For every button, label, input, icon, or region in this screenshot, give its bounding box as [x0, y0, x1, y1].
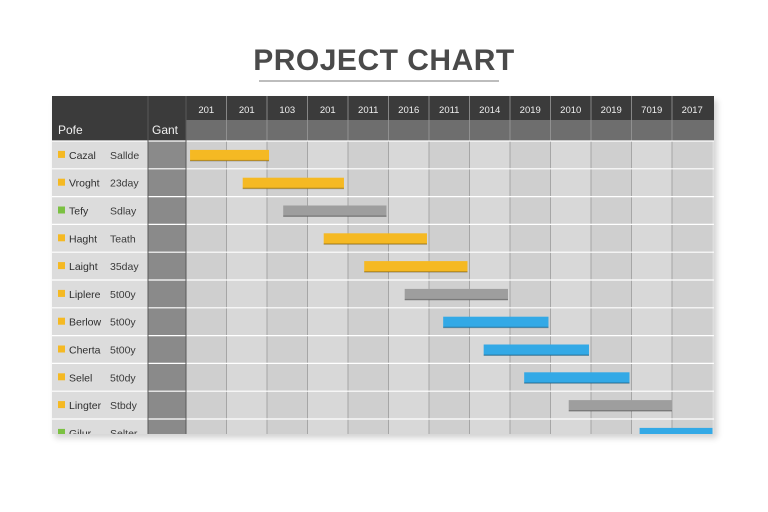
task-status: 5t00y — [110, 289, 136, 301]
grid-column — [631, 141, 672, 434]
task-status: 5t0dy — [110, 372, 136, 384]
task-bar — [639, 427, 713, 434]
task-bar — [568, 400, 672, 412]
period-label: 7019 — [641, 105, 662, 116]
grid-column — [550, 141, 591, 434]
task-status: 35day — [110, 261, 139, 273]
task-bar-shadow — [404, 298, 508, 301]
subheader-strip — [186, 120, 714, 141]
name-column — [52, 141, 148, 434]
task-marker — [58, 262, 65, 270]
gantt-chart: Pofe Gant 201 201 103 201 2011 2016 2011 2014 2019… — [52, 96, 714, 434]
grid-column — [226, 141, 267, 434]
task-status: 5t00y — [110, 345, 136, 357]
period-label: 2011 — [439, 105, 459, 116]
task-marker — [58, 289, 65, 297]
task-bar-shadow — [483, 354, 589, 356]
task-name: Cazal — [69, 150, 96, 162]
chart-title: PROJECT CHART — [253, 44, 515, 77]
grid-column — [510, 141, 551, 434]
task-marker — [58, 317, 65, 325]
grid-column — [672, 141, 713, 434]
task-status: Stbdy — [110, 400, 138, 412]
grid-column — [469, 141, 510, 434]
task-bar-shadow — [443, 326, 549, 329]
task-status: Sdlay — [110, 206, 137, 218]
gantt-svg: Pofe Gant 201 201 103 201 2011 2016 2011 2014 2019… — [52, 96, 714, 434]
task-name: Haght — [69, 233, 97, 245]
task-bar-shadow — [568, 410, 672, 412]
task-bar — [483, 344, 589, 356]
task-bar — [364, 261, 468, 273]
task-marker — [58, 373, 65, 381]
task-status: 5t00y — [110, 317, 136, 329]
grid-column — [591, 141, 632, 434]
task-marker — [58, 234, 65, 242]
grid-column — [186, 141, 227, 434]
grid-column — [267, 141, 308, 434]
task-name: Lingter — [69, 400, 102, 412]
task-bar-shadow — [524, 382, 630, 384]
task-status: Selter — [110, 428, 138, 434]
task-name: Berlow — [69, 317, 102, 329]
task-name: Vroght — [69, 178, 100, 190]
period-label: 201 — [239, 105, 255, 116]
task-bar-shadow — [323, 243, 427, 245]
task-status: Sallde — [110, 150, 139, 162]
task-bar — [323, 233, 427, 245]
period-label: 2014 — [479, 105, 500, 116]
task-marker — [58, 178, 65, 186]
task-name: Gilur — [69, 428, 92, 434]
task-marker — [58, 401, 65, 409]
period-label: 201 — [198, 105, 214, 116]
period-label: 2019 — [520, 105, 541, 116]
task-bar-shadow — [242, 187, 344, 190]
period-label: 2010 — [560, 105, 581, 116]
task-bar — [524, 372, 630, 384]
task-name: Cherta — [69, 345, 101, 357]
period-label: 201 — [320, 105, 336, 116]
header-label-pofe: Pofe — [58, 123, 83, 137]
task-name: Liplere — [69, 289, 101, 301]
gant-column — [148, 141, 186, 434]
task-bar — [283, 205, 387, 217]
task-marker — [58, 428, 65, 434]
title-underline — [259, 80, 499, 82]
task-bar-shadow — [190, 159, 270, 162]
task-marker — [58, 345, 65, 353]
grid-column — [307, 141, 348, 434]
task-marker — [58, 206, 65, 214]
grid-column — [348, 141, 389, 434]
period-label: 2011 — [358, 105, 378, 116]
grid-column — [429, 141, 470, 434]
task-name: Selel — [69, 372, 92, 384]
task-name: Laight — [69, 261, 98, 273]
period-label: 2017 — [682, 105, 703, 116]
task-bar — [242, 177, 344, 189]
period-label: 2019 — [601, 105, 622, 116]
grid-column — [388, 141, 429, 434]
task-marker — [58, 150, 65, 158]
task-status: 23day — [110, 178, 139, 190]
period-label: 2016 — [398, 105, 419, 116]
period-label: 103 — [279, 105, 295, 116]
task-status: Teath — [110, 233, 136, 245]
task-bar — [190, 149, 270, 161]
header-label-gant: Gant — [152, 123, 179, 137]
task-bar-shadow — [283, 215, 387, 217]
task-bar — [404, 288, 508, 300]
task-bar-shadow — [364, 271, 468, 273]
task-name: Tefy — [69, 206, 89, 218]
task-bar — [443, 316, 549, 328]
